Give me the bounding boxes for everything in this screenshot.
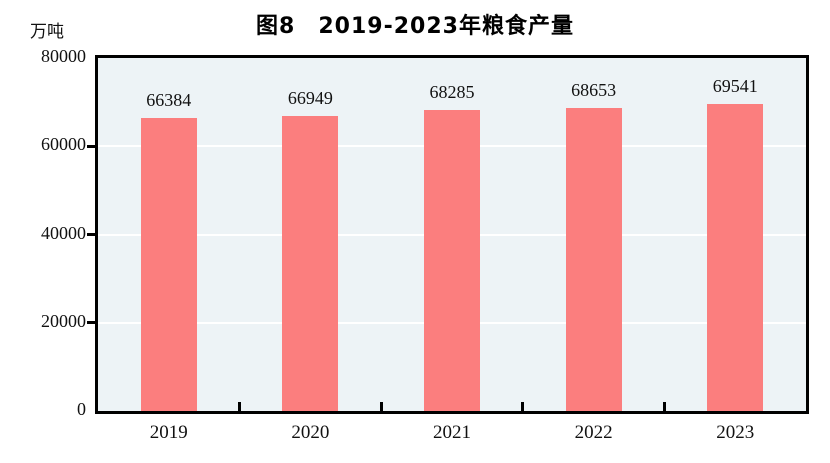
y-axis-unit-label: 万吨: [30, 22, 64, 42]
x-tick-mark: [238, 402, 242, 411]
x-tick-label: 2020: [291, 422, 330, 443]
y-tick-mark: [87, 144, 95, 148]
x-tick-mark: [379, 402, 383, 411]
y-tick-label: 20000: [41, 310, 86, 331]
y-tick-mark: [87, 233, 95, 236]
bar-value-label: 66949: [287, 87, 333, 108]
bar: [282, 115, 339, 411]
bar-value-label: 68285: [429, 81, 475, 102]
plot-area: 66384 66949 68285 68653 69541: [95, 55, 809, 414]
chart-title: 图8 2019-2023年粮食产量: [256, 14, 574, 39]
y-tick-label: 80000: [41, 46, 86, 66]
bar-value-label: 68653: [571, 80, 617, 101]
x-tick-label: 2022: [574, 422, 613, 443]
x-tick-label: 2023: [716, 422, 755, 443]
y-tick-mark: [87, 321, 95, 325]
x-tick-label: 2021: [433, 422, 471, 443]
y-tick-label: 0: [77, 399, 86, 419]
bar: [140, 118, 197, 411]
bar: [707, 104, 764, 411]
y-tick-label: 60000: [41, 134, 86, 155]
y-tick-label: 40000: [41, 222, 86, 243]
bar-value-label: 66384: [146, 90, 192, 111]
bar: [424, 109, 480, 411]
x-tick-label: 2019: [149, 422, 188, 443]
bar-value-label: 69541: [712, 76, 758, 97]
x-tick-mark: [521, 402, 525, 411]
x-tick-mark: [662, 402, 666, 411]
bar: [565, 108, 622, 411]
